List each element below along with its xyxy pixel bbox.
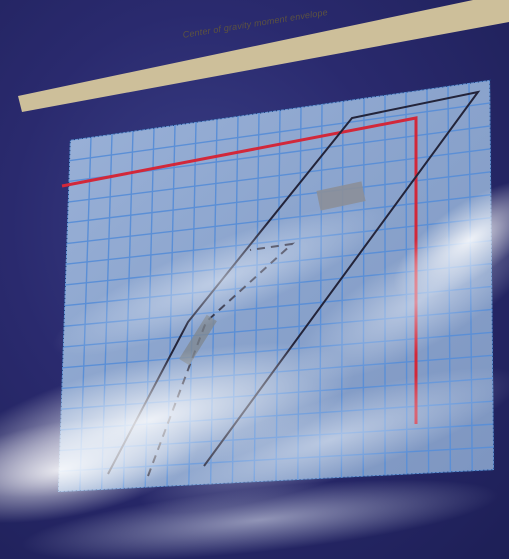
header-strip [18, 0, 509, 112]
envelope-label-box [316, 181, 366, 211]
grid-horizontal-line [67, 148, 491, 203]
grid-horizontal-line [66, 194, 492, 245]
grid-horizontal-line [69, 102, 491, 162]
panel-border [57, 79, 495, 493]
grid-horizontal-line [67, 171, 492, 224]
cloud-overlay [0, 180, 509, 559]
